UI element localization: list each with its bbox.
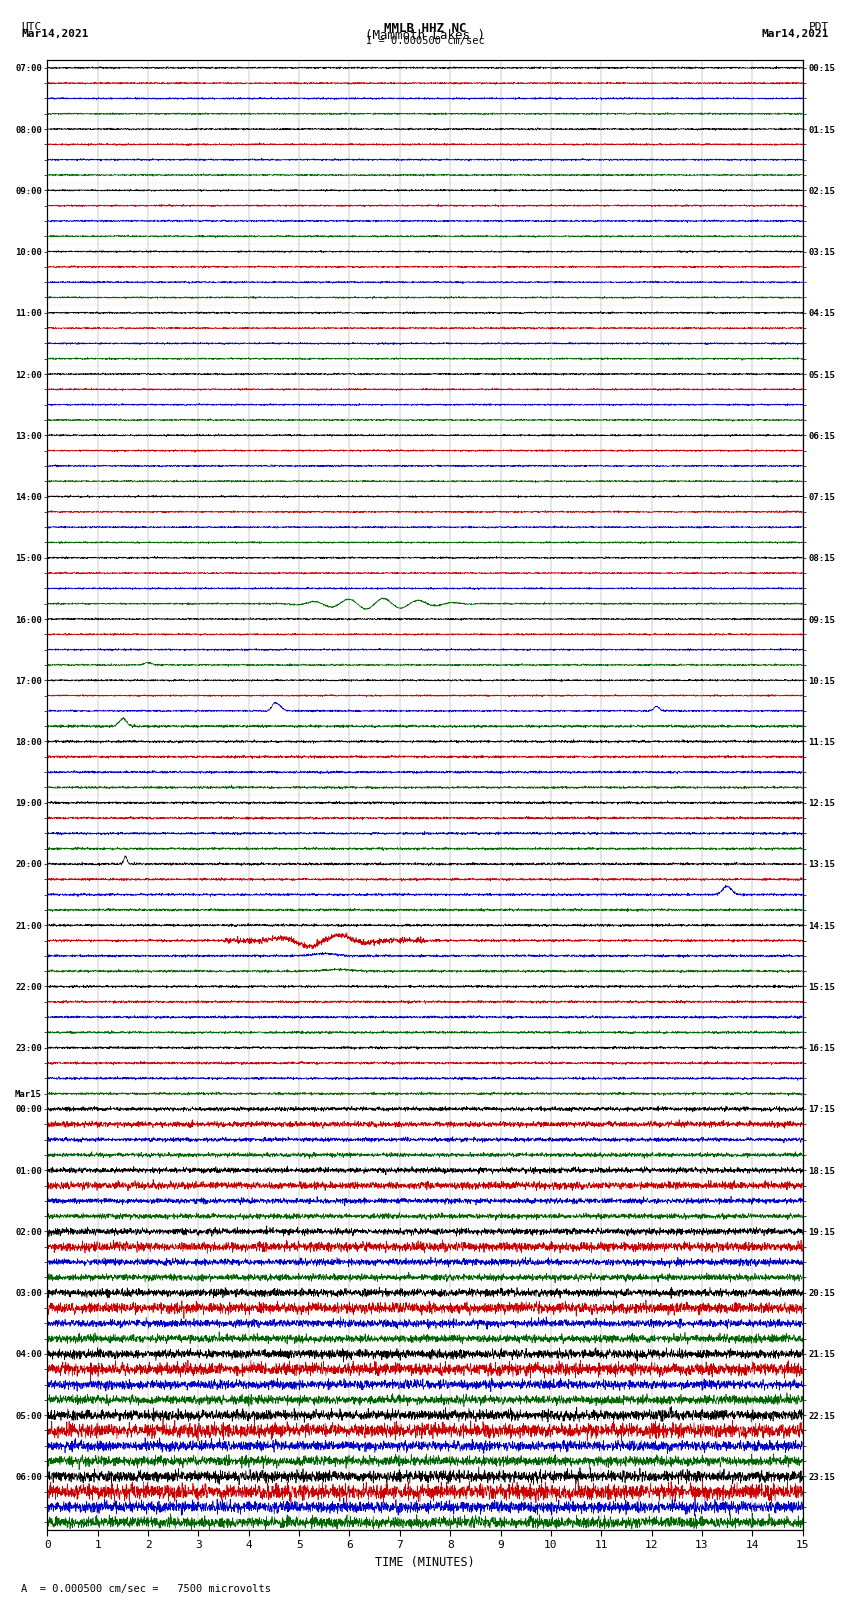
X-axis label: TIME (MINUTES): TIME (MINUTES) xyxy=(375,1557,475,1569)
Text: MMLB HHZ NC: MMLB HHZ NC xyxy=(383,23,467,35)
Text: Mar14,2021: Mar14,2021 xyxy=(762,29,829,39)
Text: (Mammoth Lakes ): (Mammoth Lakes ) xyxy=(365,29,485,42)
Text: Mar14,2021: Mar14,2021 xyxy=(21,29,88,39)
Text: A  = 0.000500 cm/sec =   7500 microvolts: A = 0.000500 cm/sec = 7500 microvolts xyxy=(21,1584,271,1594)
Text: I = 0.000500 cm/sec: I = 0.000500 cm/sec xyxy=(366,37,484,47)
Text: UTC: UTC xyxy=(21,23,42,32)
Text: PDT: PDT xyxy=(808,23,829,32)
